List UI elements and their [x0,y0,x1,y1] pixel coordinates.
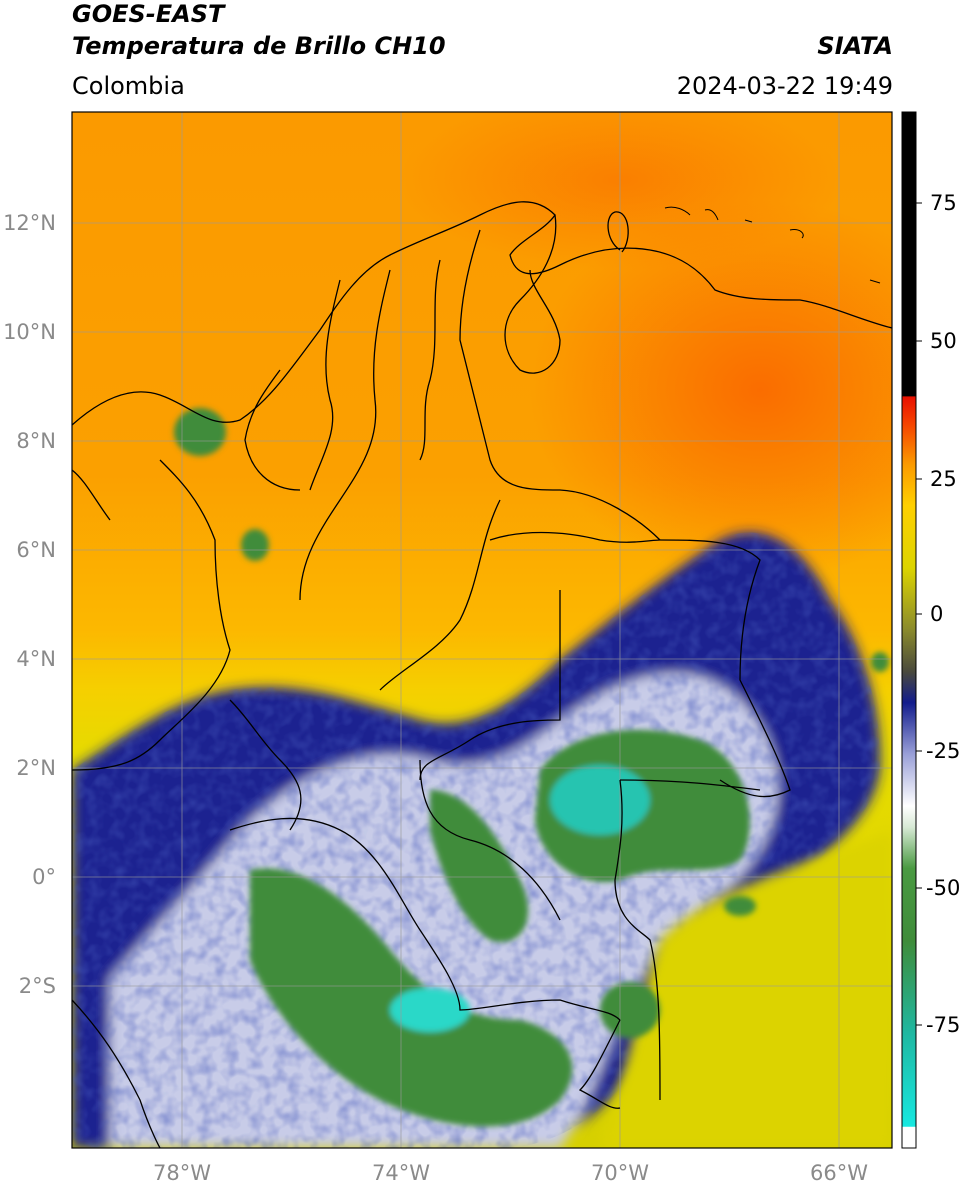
lon-tick: 74°W [372,1161,430,1185]
lat-tick: 8°N [16,429,56,453]
colorbar-tick-label: 25 [930,467,957,491]
lon-tick: 66°W [810,1161,868,1185]
brightness-temperature-field [72,90,966,1148]
lat-tick: 0° [32,865,56,889]
colorbar-tick-label: -75 [926,1013,960,1037]
latitude-axis: 12°N 10°N 8°N 6°N 4°N 2°N 0° 2°S [3,211,56,998]
longitude-axis: 78°W 74°W 70°W 66°W [153,1161,868,1185]
colorbar-tick-label: 0 [930,602,943,626]
lon-tick: 78°W [153,1161,211,1185]
lat-tick: 6°N [16,538,56,562]
lat-tick: 12°N [3,211,56,235]
lat-tick: 2°N [16,756,56,780]
lon-tick: 70°W [591,1161,649,1185]
lat-tick: 4°N [16,647,56,671]
colorbar-tick-label: -25 [926,739,960,763]
colorbar-tick-label: -50 [926,876,960,900]
lat-tick: 10°N [3,320,56,344]
lat-tick: 2°S [19,974,56,998]
colorbar [902,112,916,1148]
colorbar-ticks: 75 50 25 0 -25 -50 -75 [916,191,960,1037]
colorbar-tick-label: 75 [930,191,957,215]
colorbar-tick-label: 50 [930,329,957,353]
